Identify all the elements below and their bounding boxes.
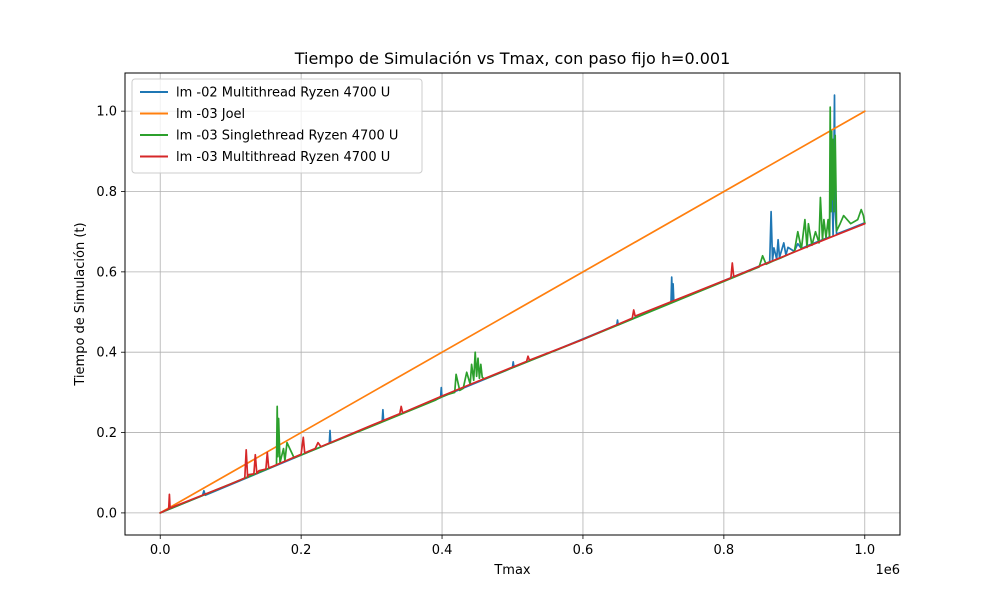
x-tick-label: 0.8 <box>714 543 735 558</box>
plot-frame <box>124 72 901 536</box>
legend-box <box>131 78 423 174</box>
x-tick-label: 0.2 <box>291 543 312 558</box>
legend-label: lm -02 Multithread Ryzen 4700 U <box>176 86 390 101</box>
y-tick-label: 0.6 <box>96 265 117 280</box>
grid-lines <box>125 73 900 535</box>
y-tick-label: 0.4 <box>96 346 117 361</box>
y-tick-label: 0.0 <box>96 506 117 521</box>
chart-title: Tiempo de Simulación vs Tmax, con paso f… <box>294 49 731 68</box>
legend-label: lm -03 Joel <box>176 107 245 122</box>
x-tick-label: 0.0 <box>150 543 171 558</box>
x-tick-label: 0.6 <box>573 543 594 558</box>
legend: lm -02 Multithread Ryzen 4700 U lm -03 Jo… <box>131 78 423 174</box>
x-axis-offset-label: 1e6 <box>875 563 900 578</box>
y-tick-label: 0.8 <box>96 185 117 200</box>
y-axis-label: Tiempo de Simulación (t) <box>73 222 88 386</box>
series-line <box>159 222 866 514</box>
series-line <box>159 106 866 514</box>
x-tick-label: 1.0 <box>854 543 875 558</box>
y-tick-label: 0.2 <box>96 426 117 441</box>
x-tick-label: 0.4 <box>432 543 453 558</box>
y-tick-label: 1.0 <box>96 105 117 120</box>
x-axis-label: Tmax <box>493 563 531 578</box>
legend-label: lm -03 Singlethread Ryzen 4700 U <box>176 129 398 144</box>
legend-label: lm -03 Multithread Ryzen 4700 U <box>176 150 390 165</box>
series-lines <box>159 94 866 514</box>
axis-ticks: 0.0 0.2 0.4 0.6 0.8 1.0 0.0 0.2 0.4 0.6 0.8 1.0 <box>96 105 875 558</box>
